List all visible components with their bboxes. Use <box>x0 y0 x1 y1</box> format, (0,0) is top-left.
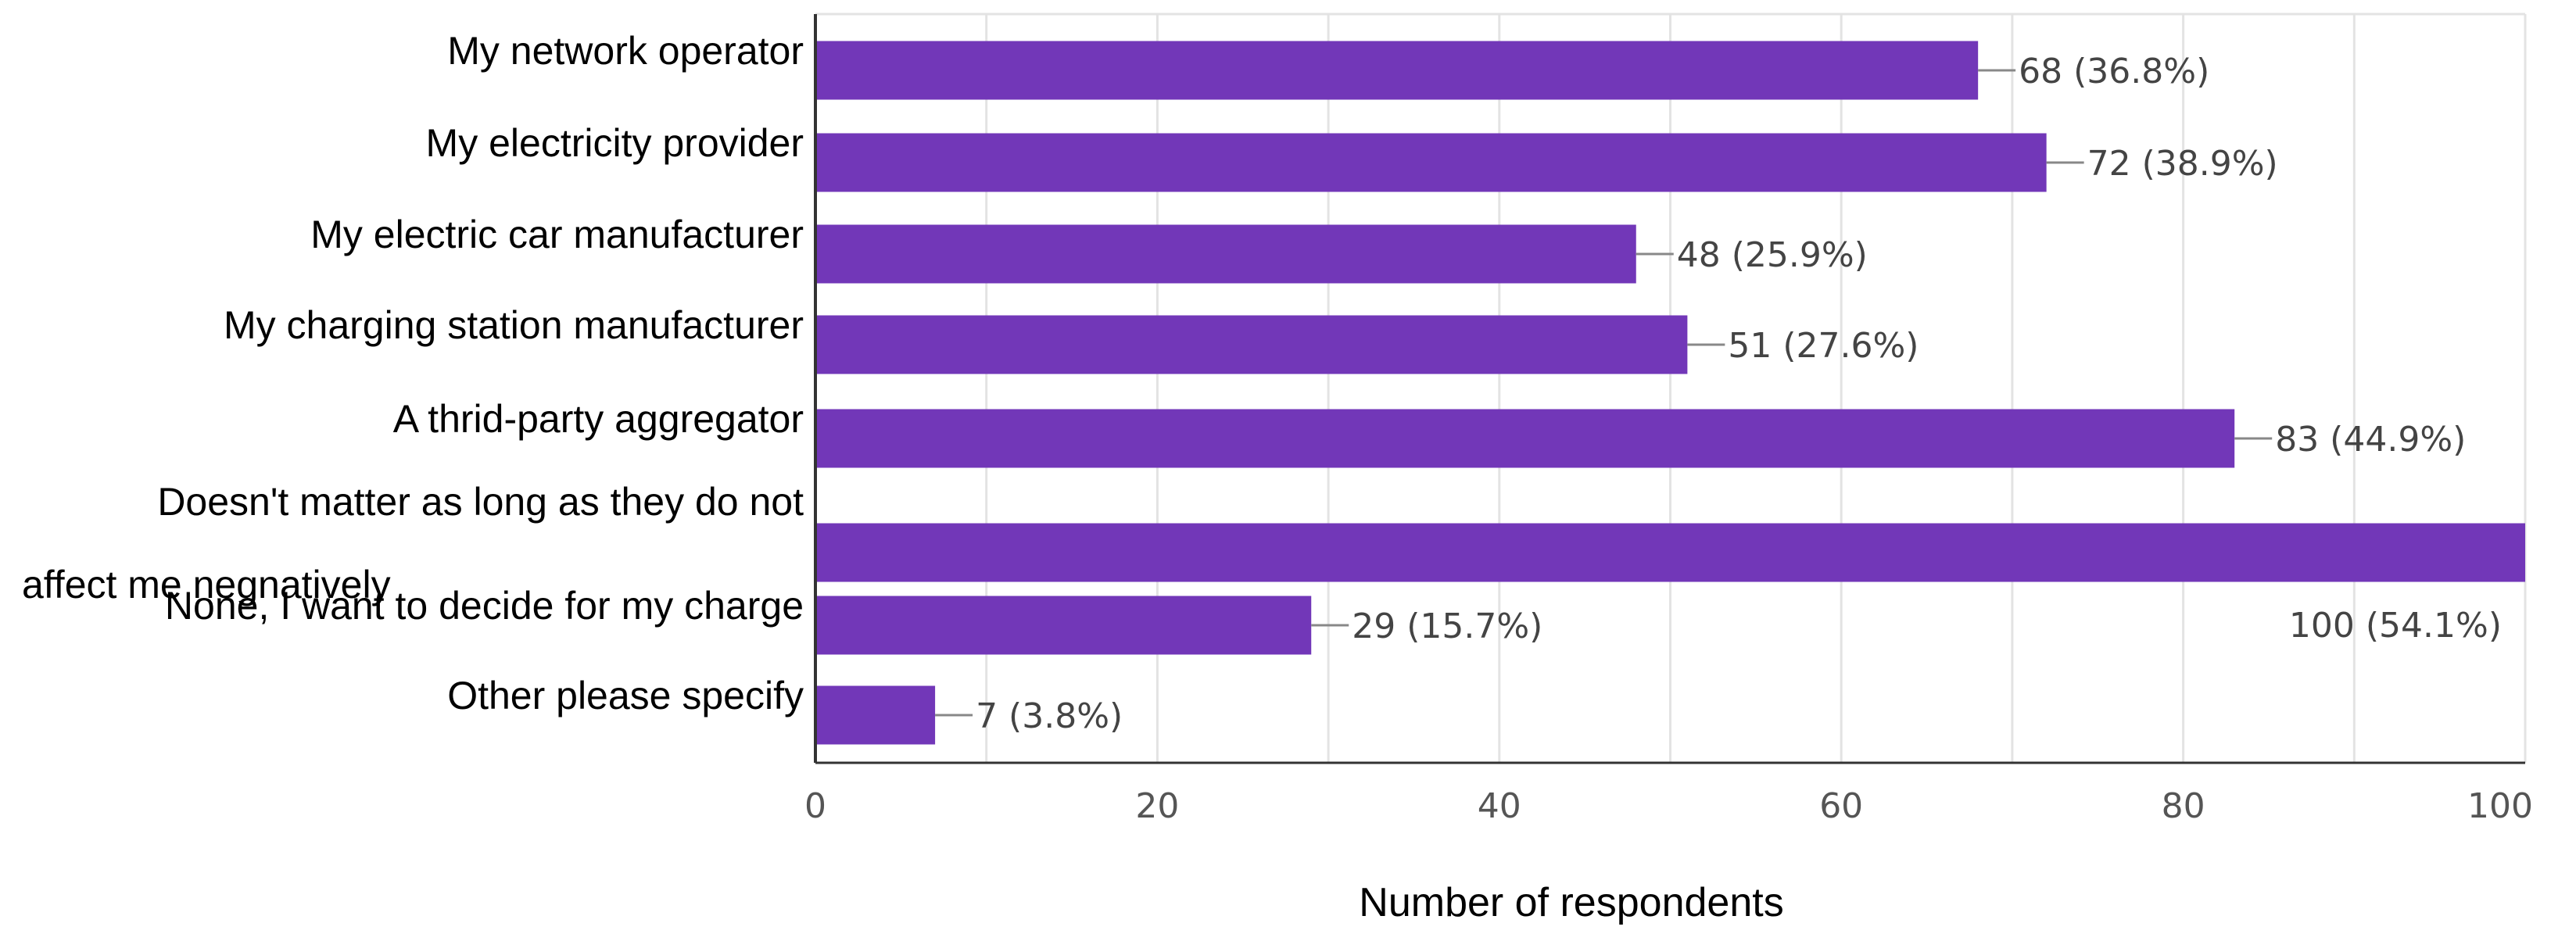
data-label: 83 (44.9%) <box>2275 420 2466 460</box>
category-label: A thrid-party aggregator <box>393 397 804 441</box>
bars <box>815 41 2525 745</box>
bar <box>815 224 1636 284</box>
x-tick-label: 60 <box>1819 786 1863 826</box>
category-label: My electric car manufacturer <box>310 213 804 256</box>
bar <box>815 41 1979 100</box>
data-label: 68 (36.8%) <box>2019 52 2209 91</box>
category-label: My network operator <box>447 29 804 73</box>
data-label: 48 (25.9%) <box>1677 235 1868 275</box>
category-label: My charging station manufacturer <box>224 303 804 347</box>
bar <box>815 315 1688 374</box>
x-tick-label: 80 <box>2162 786 2205 826</box>
x-axis-title: Number of respondents <box>1359 880 1783 925</box>
x-tick-label: 20 <box>1135 786 1179 826</box>
x-tick-label: 100 <box>2467 786 2533 826</box>
bar <box>815 596 1312 655</box>
x-tick-label: 40 <box>1478 786 1521 826</box>
category-label: Other please specify <box>447 674 804 717</box>
category-label: None, I want to decide for my charge <box>165 584 804 628</box>
data-label: 7 (3.8%) <box>976 696 1123 736</box>
data-label: 51 (27.6%) <box>1728 326 1919 366</box>
data-label: 29 (15.7%) <box>1352 606 1542 646</box>
category-label: affect me negnatively <box>22 563 391 606</box>
category-label: My electricity provider <box>426 121 804 165</box>
bar <box>815 523 2525 582</box>
bar <box>815 685 936 745</box>
x-tick-label: 0 <box>804 786 826 826</box>
bar <box>815 133 2047 192</box>
category-label: Doesn't matter as long as they do not <box>157 480 804 524</box>
data-label: 100 (54.1%) <box>2289 606 2502 646</box>
data-label: 72 (38.9%) <box>2087 144 2278 184</box>
axes: 0 20 40 60 80 100 <box>804 14 2533 826</box>
bar <box>815 409 2235 468</box>
labels: 68 (36.8%) My network operator 72 (38.9%) M… <box>22 29 2502 736</box>
